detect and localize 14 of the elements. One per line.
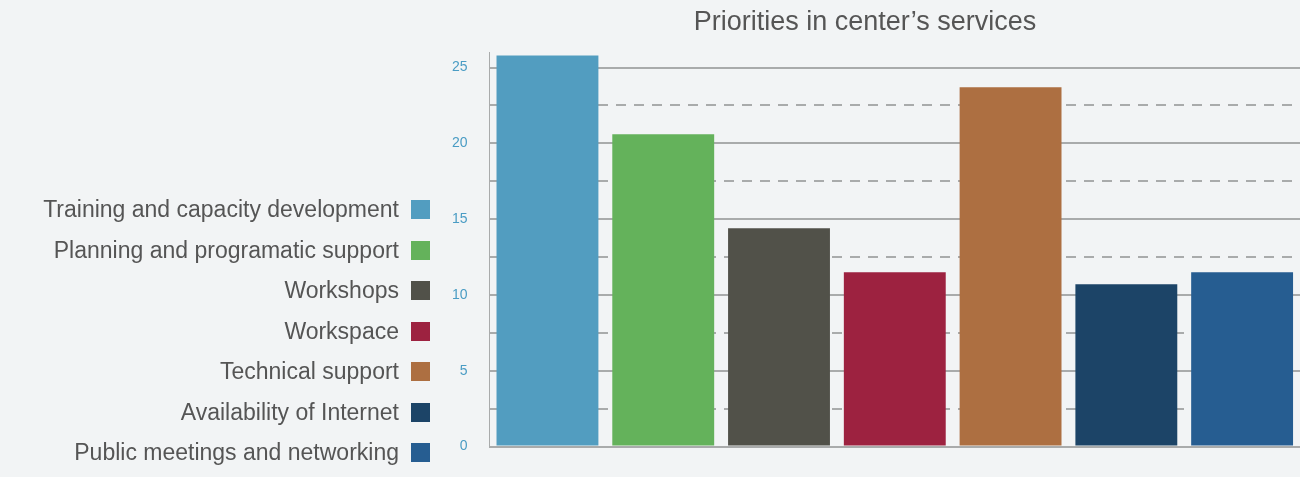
- y-tick-label: 0: [459, 437, 468, 454]
- y-tick-label: 10: [451, 285, 468, 302]
- y-tick-label: 15: [451, 210, 468, 227]
- y-tick-label: 20: [451, 134, 468, 151]
- y-tick-label: 25: [451, 58, 468, 75]
- legend-label: Workspace: [284, 317, 399, 345]
- legend-label: Training and capacity development: [43, 196, 399, 224]
- legend-label: Planning and programatic support: [53, 236, 399, 264]
- legend-label: Workshops: [284, 277, 399, 305]
- chart-title: Priorities in center’s services: [693, 5, 1037, 36]
- legend-label: Availability of Internet: [180, 398, 399, 426]
- legend-label: Technical support: [220, 358, 399, 386]
- y-tick-label: 5: [459, 361, 468, 378]
- legend-label: Public meetings and networking: [74, 439, 399, 467]
